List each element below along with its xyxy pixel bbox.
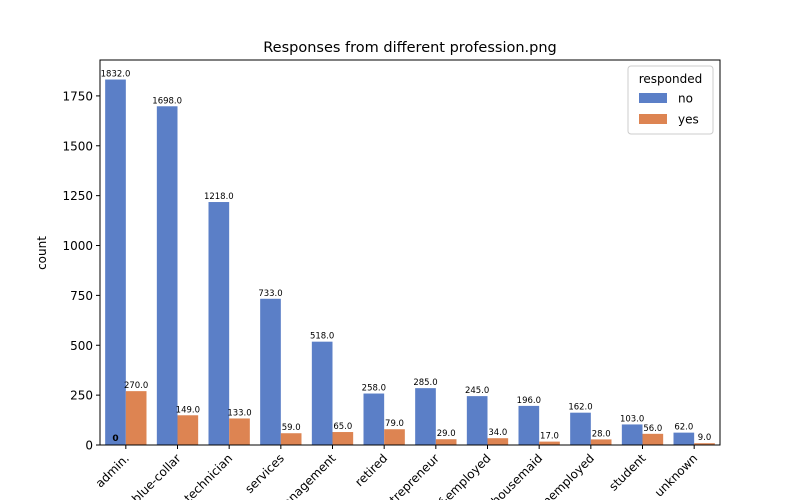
bar-label-yes-2: 133.0: [227, 408, 251, 418]
bar-no-8: [518, 405, 540, 445]
bar-label-no-6: 285.0: [413, 378, 437, 388]
x-tick-label-0: admin.: [93, 451, 132, 490]
x-tick-label-2: technician: [181, 451, 235, 500]
bar-label-yes-8: 17.0: [540, 432, 559, 442]
y-tick-label-0: 0: [85, 439, 93, 453]
bar-no-0: [105, 79, 126, 445]
bar-no-7: [466, 396, 488, 445]
bar-yes-8: [539, 441, 560, 445]
bar-label-yes-4: 65.0: [333, 422, 352, 432]
legend-label-yes: yes: [678, 113, 699, 127]
y-axis-label: count: [35, 236, 49, 270]
y-tick-label-2: 500: [70, 339, 93, 353]
bar-yes-3: [280, 433, 302, 445]
bar-no-10: [621, 424, 643, 445]
bar-label-no-10: 103.0: [620, 414, 644, 424]
bar-no-6: [415, 388, 436, 445]
bar-label-no-5: 258.0: [362, 384, 386, 394]
bar-no-9: [570, 412, 591, 445]
bar-no-1: [156, 106, 178, 445]
bar-label-yes-5: 79.0: [385, 419, 404, 429]
legend-title: responded: [639, 72, 703, 86]
bars-group: [105, 79, 715, 445]
plot-frame: [99, 59, 721, 446]
bar-yes-2: [229, 418, 250, 445]
bar-label-no-2: 1218.0: [204, 192, 234, 202]
bar-label-no-1: 1698.0: [152, 96, 182, 106]
bar-label-no-11: 62.0: [674, 423, 693, 433]
bar-label-yes-0: 270.0: [124, 381, 148, 391]
legend-swatch-no: [639, 93, 667, 103]
bar-no-5: [363, 393, 385, 445]
bar-yes-1: [177, 415, 199, 445]
bar-no-11: [673, 432, 695, 445]
bar-label-yes-10: 56.0: [643, 424, 662, 434]
bar-label-yes-11: 9.0: [698, 433, 712, 443]
x-tick-label-8: housemaid: [489, 451, 546, 500]
x-tick-label-5: retired: [352, 451, 390, 489]
bar-yes-6: [435, 439, 457, 445]
bar-yes-5: [384, 429, 405, 445]
y-tick-label-3: 750: [70, 289, 93, 303]
legend-label-no: no: [678, 92, 693, 106]
bar-label-no-0: 1832.0: [101, 70, 131, 80]
bar-label-yes-3: 59.0: [282, 423, 301, 433]
x-tick-label-11: unknown: [652, 451, 700, 499]
legend: responded no yes: [627, 65, 714, 135]
bar-label-yes-7: 34.0: [488, 428, 507, 438]
bar-label-yes-1: 149.0: [176, 405, 200, 415]
bar-yes-9: [590, 439, 612, 445]
y-tick-label-5: 1250: [62, 189, 93, 203]
x-tick-label-9: unemployed: [534, 451, 597, 500]
bar-label-yes-9: 28.0: [592, 429, 611, 439]
bar-no-2: [208, 202, 230, 445]
bar-label-no-3: 733.0: [258, 289, 282, 299]
bar-yes-10: [642, 433, 664, 445]
x-tick-label-10: student: [606, 451, 649, 494]
bar-no-4: [311, 341, 333, 445]
bar-label-yes-6: 29.0: [437, 429, 456, 439]
bar-yes-11: [694, 443, 715, 445]
bar-yes-4: [332, 432, 354, 445]
y-tick-label-4: 1000: [62, 239, 93, 253]
bar-label-no-4: 518.0: [310, 332, 334, 342]
y-tick-label-1: 250: [70, 389, 93, 403]
bar-labels-group: 1832.0 1698.0 1218.0 733.0 518.0 258.0 285.0 24…: [101, 70, 712, 444]
chart-title: Responses from different profession.png: [263, 40, 557, 56]
y-tick-label-6: 1500: [62, 139, 93, 153]
bar-label-no-8: 196.0: [517, 396, 541, 406]
annotation-0: 0: [112, 434, 118, 444]
bar-label-no-7: 245.0: [465, 386, 489, 396]
legend-swatch-yes: [639, 114, 667, 124]
y-axis: 0 250 500 750 1000 1250 1500 1750: [62, 89, 100, 453]
x-tick-label-3: services: [242, 451, 287, 496]
y-tick-label-7: 1750: [62, 89, 93, 103]
bar-yes-0: [125, 391, 147, 445]
bar-yes-7: [487, 438, 509, 445]
x-tick-label-1: blue-collar: [129, 451, 184, 500]
bar-no-3: [260, 298, 281, 445]
bar-label-no-9: 162.0: [568, 403, 592, 413]
